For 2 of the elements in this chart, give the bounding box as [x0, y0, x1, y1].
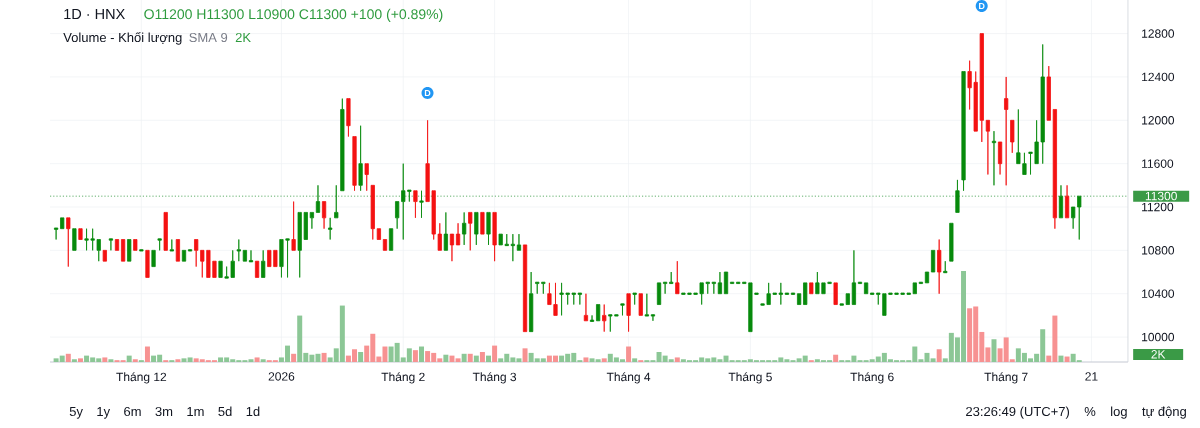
candlestick: [60, 217, 65, 230]
candlestick: [54, 227, 59, 240]
